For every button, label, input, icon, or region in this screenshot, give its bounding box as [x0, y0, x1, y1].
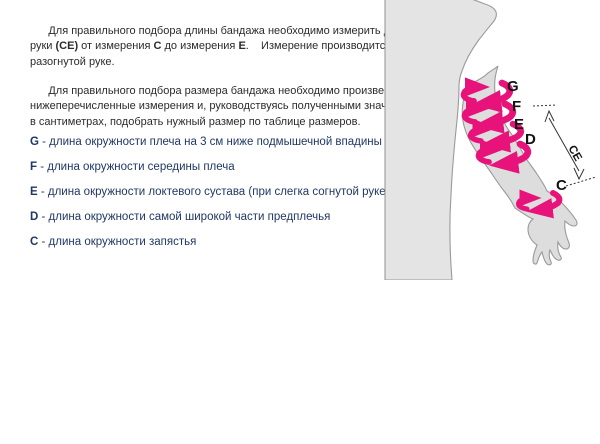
svg-text:C: C	[556, 177, 567, 194]
svg-text:CE: CE	[565, 144, 584, 164]
svg-text:D: D	[525, 131, 536, 148]
svg-text:E: E	[514, 116, 524, 133]
svg-text:F: F	[512, 98, 521, 115]
svg-text:G: G	[507, 78, 519, 95]
